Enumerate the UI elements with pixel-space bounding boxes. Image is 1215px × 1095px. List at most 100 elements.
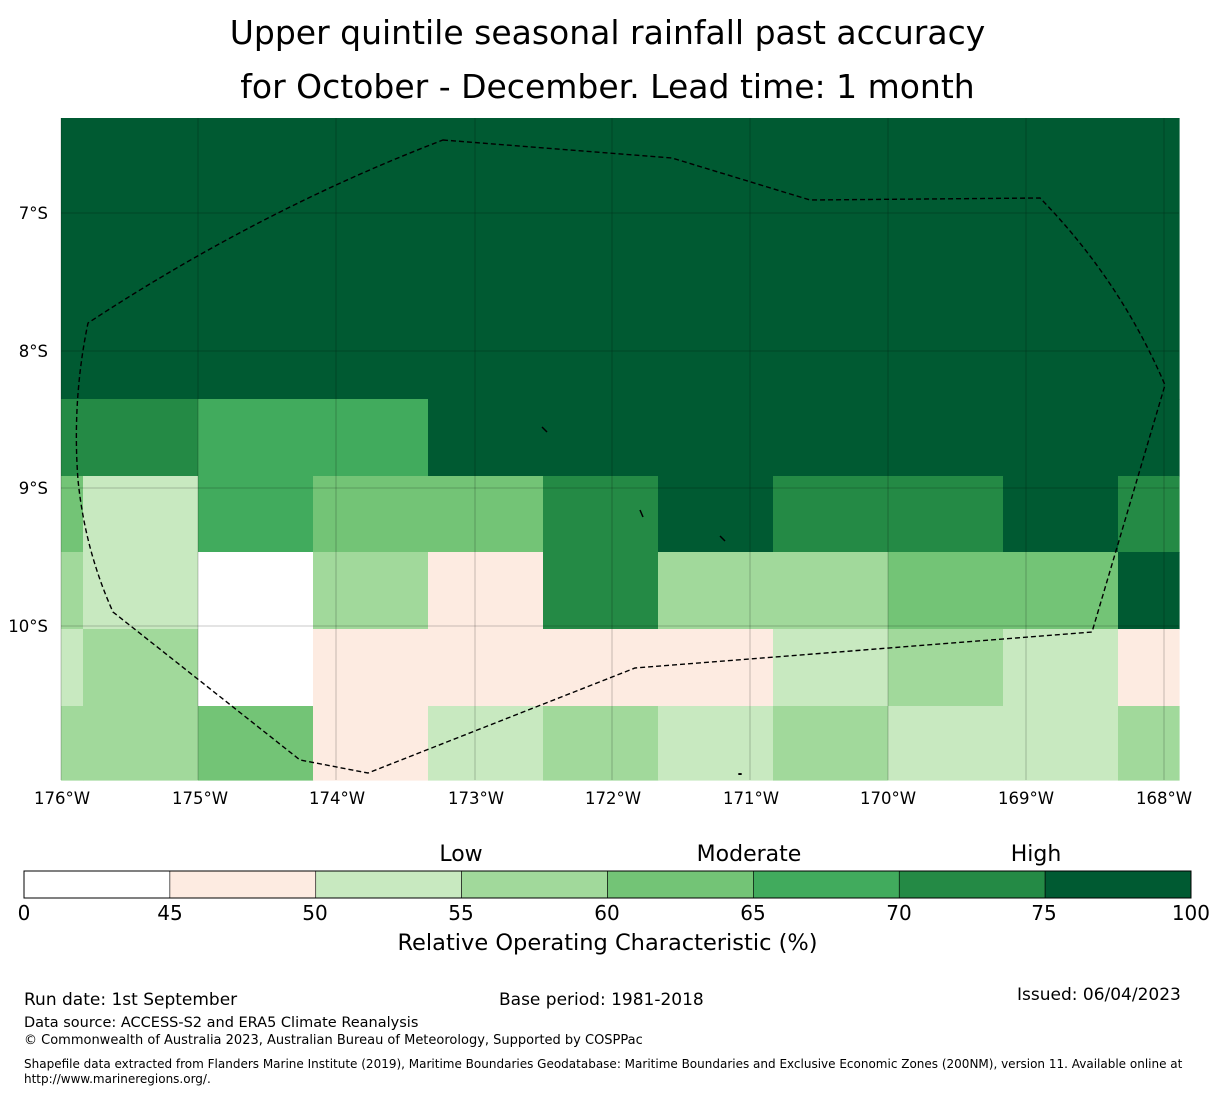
lon-label-174w: 174°W [308, 789, 366, 808]
roc-cell [83, 399, 199, 477]
category-high: High [1010, 842, 1062, 867]
colorbar-tick-50: 50 [302, 901, 328, 925]
roc-cell [1118, 552, 1180, 630]
roc-cell [1118, 706, 1180, 781]
roc-cell [1003, 706, 1119, 781]
data-source: Data source: ACCESS-S2 and ERA5 Climate … [24, 1015, 419, 1031]
roc-cell [428, 399, 544, 477]
colorbar-outline [23, 870, 1192, 899]
roc-cell [61, 706, 84, 781]
colorbar-segment [23, 870, 171, 899]
colorbar-segment [1044, 870, 1192, 899]
roc-cell [888, 706, 1004, 781]
roc-cell [428, 706, 544, 781]
lon-label-170w: 170°W [859, 789, 917, 808]
roc-cell [543, 399, 659, 477]
roc-cell [773, 552, 889, 630]
colorbar-tick-65: 65 [740, 901, 766, 925]
colorbar-segment [607, 870, 754, 899]
roc-cell [543, 552, 659, 630]
roc-cell [658, 629, 774, 707]
roc-cell [1118, 399, 1180, 477]
roc-cell [313, 399, 429, 477]
roc-cell [1118, 629, 1180, 707]
lon-label-175w: 175°W [171, 789, 229, 808]
roc-cell [428, 476, 544, 553]
lon-label-172w: 172°W [584, 789, 642, 808]
roc-cell [198, 706, 314, 781]
roc-cell [543, 118, 659, 400]
lon-label-169w: 169°W [997, 789, 1055, 808]
colorbar-tick-70: 70 [886, 901, 912, 925]
eez-boundary [75, 139, 1166, 774]
roc-cell [658, 706, 774, 781]
roc-cell [61, 399, 84, 477]
colorbar-tick-0: 0 [17, 901, 31, 925]
roc-cell [61, 552, 84, 630]
roc-cell [888, 629, 1004, 707]
colorbar-tick-60: 60 [594, 901, 620, 925]
island-2 [639, 509, 644, 518]
colorbar-tick-75: 75 [1031, 901, 1057, 925]
lat-label-9s: 9°S [18, 479, 48, 498]
roc-cell [1003, 552, 1119, 630]
roc-cell [61, 476, 84, 553]
shapefile-credit-line-1: Shapefile data extracted from Flanders M… [24, 1057, 1183, 1071]
roc-cell [1003, 476, 1119, 553]
roc-cell [888, 552, 1004, 630]
roc-cell [61, 118, 84, 400]
roc-cell [543, 629, 659, 707]
run-date: Run date: 1st September [24, 990, 238, 1010]
roc-cell [658, 399, 774, 477]
colorbar-tick-100: 100 [1171, 901, 1210, 925]
roc-cell [1003, 399, 1119, 477]
roc-cell [313, 629, 429, 707]
base-period: Base period: 1981-2018 [499, 990, 704, 1010]
colorbar-tick-55: 55 [448, 901, 474, 925]
roc-grid [61, 118, 1180, 781]
colorbar-title: Relative Operating Characteristic (%) [397, 930, 818, 956]
roc-cell [313, 706, 429, 781]
roc-cell [313, 476, 429, 553]
roc-cell [313, 552, 429, 630]
island-4 [738, 773, 742, 775]
roc-cell [888, 476, 1004, 553]
copyright: © Commonwealth of Australia 2023, Austra… [24, 1033, 643, 1048]
roc-cell [888, 118, 1004, 400]
roc-cell [1003, 629, 1119, 707]
roc-cell [428, 118, 544, 400]
issued-date: Issued: 06/04/2023 [1017, 985, 1181, 1005]
colorbar-tick-45: 45 [157, 901, 183, 925]
roc-cell [428, 629, 544, 707]
colorbar-segment [461, 870, 608, 899]
title-line-2: for October - December. Lead time: 1 mon… [240, 67, 975, 106]
lon-label-176w: 176°W [33, 789, 91, 808]
island-3 [719, 535, 726, 542]
lat-label-8s: 8°S [18, 342, 48, 361]
roc-cell [313, 118, 429, 400]
roc-cell [198, 476, 314, 553]
roc-cell [83, 629, 199, 707]
roc-cell [773, 706, 889, 781]
lon-label-173w: 173°W [447, 789, 505, 808]
lat-label-7s: 7°S [18, 204, 48, 223]
category-low: Low [439, 842, 483, 867]
colorbar-segment [753, 870, 900, 899]
roc-cell [61, 629, 84, 707]
roc-cell [773, 476, 889, 553]
roc-cell [773, 629, 889, 707]
colorbar-segment [315, 870, 462, 899]
roc-cell [83, 476, 199, 553]
roc-cell [773, 399, 889, 477]
category-moderate: Moderate [696, 842, 802, 867]
roc-cell [543, 706, 659, 781]
roc-cell [888, 399, 1004, 477]
roc-cell [658, 552, 774, 630]
roc-cell [83, 552, 199, 630]
colorbar [23, 870, 1192, 899]
island-1 [541, 426, 548, 433]
colorbar-segment [898, 870, 1046, 899]
shapefile-credit-line-2: http://www.marineregions.org/. [24, 1072, 211, 1086]
roc-cell [1003, 118, 1119, 400]
chart-title: Upper quintile seasonal rainfall past ac… [0, 6, 1215, 114]
